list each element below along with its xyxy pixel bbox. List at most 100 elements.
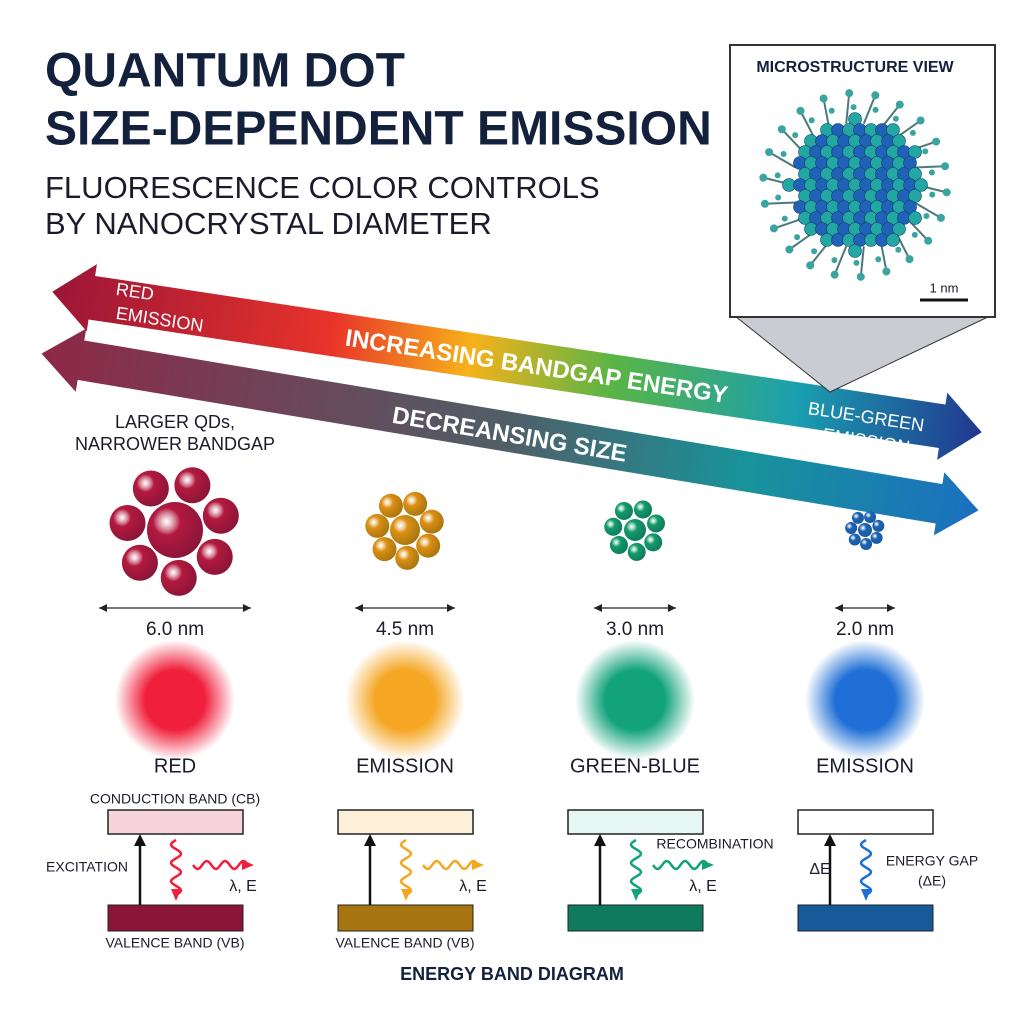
size-head: [355, 604, 363, 612]
quantum-dot: [196, 538, 233, 575]
glow-core: [835, 670, 895, 730]
label: 3.0 nm: [606, 619, 664, 640]
ligand-atom: [895, 246, 902, 253]
ligand-atom: [922, 148, 929, 155]
quantum-dot: [174, 467, 211, 504]
valence-band: [797, 904, 934, 932]
ligand-atom: [780, 150, 787, 157]
core-atom: [892, 222, 906, 236]
wave-head: [171, 889, 181, 901]
ligand-atom: [872, 106, 879, 113]
quantum-dot: [614, 501, 633, 520]
quantum-dot: [848, 533, 861, 546]
quantum-dot: [365, 513, 390, 538]
label: EXCITATION: [46, 859, 128, 875]
core-atom: [914, 178, 928, 192]
ligand-atom: [929, 191, 936, 198]
label: EMISSION: [356, 755, 454, 777]
ligand-atom: [811, 248, 818, 255]
arrow-head: [594, 834, 606, 846]
glow-core: [605, 670, 665, 730]
ligand-atom: [941, 162, 950, 171]
subtitle: FLUORESCENCE COLOR CONTROLS: [45, 170, 600, 205]
ligand-atom: [856, 272, 865, 281]
title: QUANTUM DOT: [45, 45, 405, 98]
ligand-atom: [769, 224, 778, 233]
quantum-dot: [872, 519, 885, 532]
ligand-atom: [774, 172, 781, 179]
quantum-dot: [604, 517, 623, 536]
quantum-dot: [419, 509, 444, 534]
label: NARROWER BANDGAP: [75, 434, 275, 454]
label: VALENCE BAND (VB): [106, 935, 245, 951]
quantum-dot: [160, 559, 197, 596]
ligand-atom: [794, 234, 801, 241]
quantum-dot: [627, 542, 646, 561]
size-head: [447, 604, 455, 612]
ligand-atom: [775, 194, 782, 201]
size-head: [594, 604, 602, 612]
ligand-atom: [936, 213, 945, 222]
label: VALENCE BAND (VB): [336, 935, 475, 951]
quantum-dot: [202, 497, 239, 534]
label: ΔE: [809, 861, 830, 878]
size-arrow-shape: [41, 328, 979, 536]
quantum-dot: [633, 500, 652, 519]
label: ENERGY GAP: [886, 853, 978, 869]
quantum-dot: [870, 531, 883, 544]
ligand-atom: [942, 188, 951, 197]
quantum-dot: [851, 511, 864, 524]
ligand-atom: [806, 261, 815, 270]
ligand-atom: [819, 94, 828, 103]
ligand-atom: [828, 107, 835, 114]
wave-head: [472, 860, 484, 870]
ligand-atom: [785, 245, 794, 254]
ligand-atom: [760, 199, 769, 208]
quantum-dot: [395, 545, 420, 570]
ligand-atom: [909, 129, 916, 136]
ligand-atom: [845, 89, 854, 98]
wave-head: [401, 889, 411, 901]
size-head: [835, 604, 843, 612]
core-atom: [848, 244, 862, 258]
ligand: [862, 94, 877, 125]
ligand-atom: [765, 148, 774, 157]
quantum-dot: [403, 491, 428, 516]
ligand-atom: [895, 100, 904, 109]
ligand-atom: [850, 104, 857, 111]
quantum-dot: [864, 510, 877, 523]
glow-core: [145, 670, 205, 730]
ligand-atom: [924, 236, 933, 245]
ligand: [913, 201, 942, 219]
size-head: [887, 604, 895, 612]
ligand-atom: [923, 213, 930, 220]
glow-core: [375, 670, 435, 730]
ligand-atom: [905, 255, 914, 264]
conduction-band: [107, 809, 244, 835]
quantum-dot: [860, 537, 873, 550]
ligand-atom: [853, 259, 860, 266]
label: ENERGY BAND DIAGRAM: [400, 964, 624, 984]
label: GREEN-BLUE: [570, 755, 700, 777]
conduction-band: [337, 809, 474, 835]
energy-arrow-shape: [52, 264, 982, 460]
label: MICROSTRUCTURE VIEW: [756, 59, 954, 76]
label: LARGER QDs,: [115, 412, 235, 432]
wave: [629, 838, 643, 897]
label: EMISSION: [816, 755, 914, 777]
ligand-atom: [916, 116, 925, 125]
size-head: [668, 604, 676, 612]
ligand-atom: [911, 231, 918, 238]
label: RED: [154, 755, 196, 777]
wave: [652, 859, 709, 871]
size-head: [243, 604, 251, 612]
label: CONDUCTION BAND (CB): [90, 791, 260, 807]
arrow-head: [134, 834, 146, 846]
quantum-dot: [845, 521, 858, 534]
ligand-atom: [932, 137, 941, 146]
wave-head: [702, 860, 714, 870]
wave: [422, 859, 479, 871]
wave: [859, 838, 873, 897]
label: 6.0 nm: [146, 619, 204, 640]
ligand: [914, 165, 946, 169]
